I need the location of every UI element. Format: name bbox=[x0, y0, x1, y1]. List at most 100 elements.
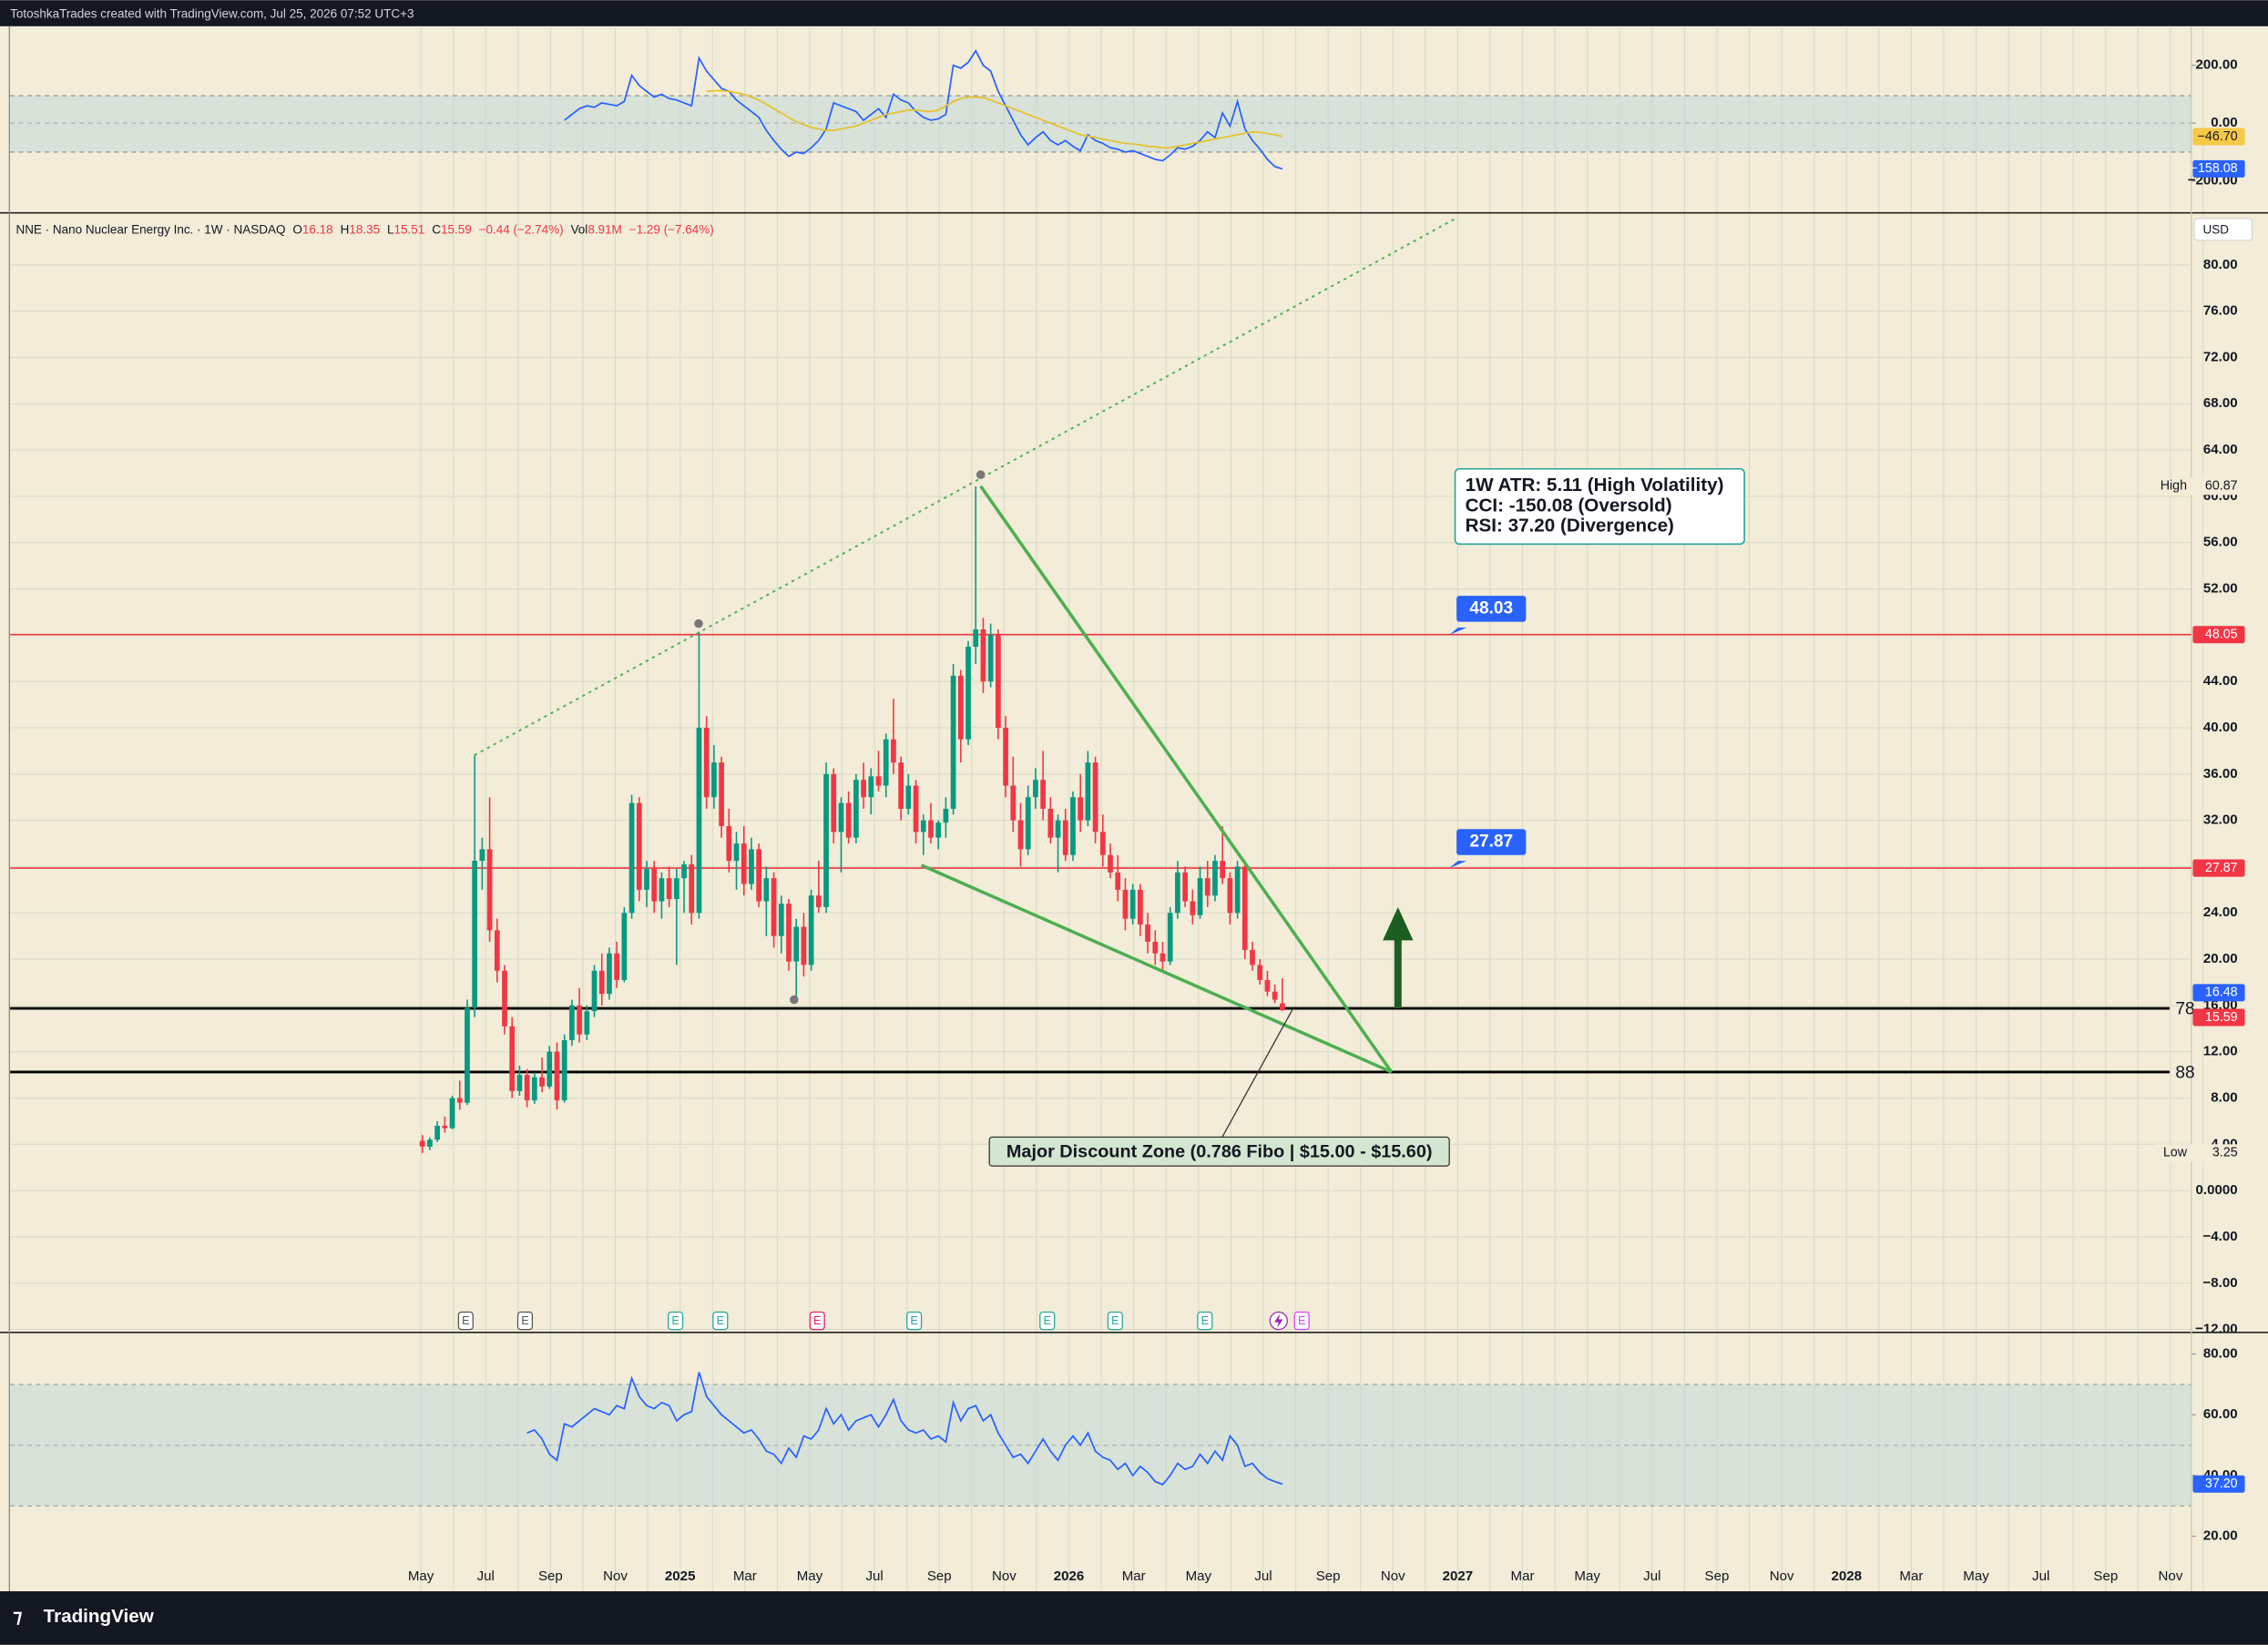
candle-body bbox=[719, 762, 724, 826]
candle-body bbox=[808, 895, 814, 966]
candle-body bbox=[1138, 889, 1143, 925]
y-tick-label: 44.00 bbox=[2203, 673, 2238, 689]
candle-body bbox=[584, 1011, 590, 1035]
callout-box bbox=[1456, 829, 1527, 855]
y-tick-label: 32.00 bbox=[2203, 812, 2238, 828]
candle-body bbox=[703, 727, 710, 798]
candle-body bbox=[1003, 727, 1008, 786]
candle-body bbox=[1047, 808, 1054, 838]
candle-body bbox=[1257, 965, 1263, 980]
candle-body bbox=[913, 785, 919, 833]
candle-body bbox=[891, 739, 896, 763]
candle-body bbox=[509, 1026, 516, 1091]
candle-body bbox=[1070, 797, 1076, 855]
y-tick-label: 12.00 bbox=[2203, 1044, 2238, 1059]
candle-body bbox=[516, 1075, 523, 1091]
x-tick-label: 2027 bbox=[1443, 1568, 1474, 1584]
candle-body bbox=[1279, 1003, 1285, 1011]
x-tick-label: 2028 bbox=[1831, 1568, 1862, 1584]
change-value: −0.44 (−2.74%) bbox=[479, 222, 564, 236]
event-label: E bbox=[1298, 1314, 1305, 1327]
candle-body bbox=[853, 780, 859, 838]
legend-readout: NNE · Nano Nuclear Energy Inc. · 1W · NA… bbox=[15, 222, 713, 236]
candle-body bbox=[733, 843, 740, 862]
price-axis-box bbox=[2192, 1008, 2245, 1027]
ohlc-label: C bbox=[432, 222, 441, 236]
indicator-line bbox=[706, 89, 1283, 149]
x-tick-label: Sep bbox=[927, 1568, 952, 1584]
footer-logo: TradingView bbox=[44, 1606, 155, 1627]
candle-body bbox=[996, 635, 1001, 728]
last-value-box bbox=[2192, 128, 2245, 146]
candle-body bbox=[502, 970, 507, 1027]
wedge-lower bbox=[920, 863, 1393, 1074]
candle-body bbox=[771, 878, 777, 936]
event-marker bbox=[668, 1311, 684, 1331]
candle-body bbox=[801, 926, 807, 966]
candle-body bbox=[628, 802, 635, 914]
candle-body bbox=[621, 913, 628, 980]
candle-body bbox=[1055, 820, 1061, 838]
candle-body bbox=[1250, 949, 1255, 966]
level-axis-box bbox=[2192, 626, 2245, 644]
extreme-value: 3.25 bbox=[2212, 1146, 2238, 1160]
y-tick-label: 24.00 bbox=[2203, 904, 2238, 920]
y-tick-label: 56.00 bbox=[2203, 535, 2238, 550]
x-tick-label: Sep bbox=[538, 1568, 563, 1584]
indicator-line bbox=[564, 49, 1283, 170]
price-axis-label: 16.48 bbox=[2205, 986, 2238, 1000]
event-label: E bbox=[1111, 1314, 1119, 1327]
candle-body bbox=[749, 849, 754, 884]
anchor-dot bbox=[694, 618, 703, 628]
candle-body bbox=[786, 904, 792, 962]
level-axis-label: 27.87 bbox=[2205, 861, 2238, 875]
candle-body bbox=[449, 1098, 455, 1129]
candle-body bbox=[898, 762, 904, 809]
candle-body bbox=[1062, 820, 1068, 855]
event-marker bbox=[1293, 1311, 1310, 1331]
y-tick-label: 0.0000 bbox=[2196, 1182, 2238, 1198]
candle-body bbox=[763, 878, 770, 902]
candle-body bbox=[883, 739, 889, 786]
x-tick-label: May bbox=[408, 1568, 434, 1584]
x-tick-label: 2025 bbox=[665, 1568, 696, 1584]
x-tick-label: Mar bbox=[1511, 1568, 1535, 1584]
event-marker bbox=[1197, 1311, 1213, 1331]
candle-body bbox=[539, 1077, 545, 1087]
info-line: RSI: 37.20 (Divergence) bbox=[1466, 516, 1674, 536]
ohlc-value: 18.35 bbox=[349, 222, 380, 236]
candle-body bbox=[1033, 780, 1038, 798]
candle-body bbox=[1220, 861, 1226, 879]
candle-body bbox=[427, 1139, 433, 1147]
candle-body bbox=[673, 878, 679, 900]
candle-body bbox=[607, 953, 612, 995]
y-tick-label: 68.00 bbox=[2203, 395, 2238, 411]
x-tick-label: Jul bbox=[1643, 1568, 1660, 1584]
event-marker bbox=[906, 1311, 923, 1331]
y-tick-label: 64.00 bbox=[2203, 442, 2238, 457]
x-tick-label: 2026 bbox=[1054, 1568, 1085, 1584]
extreme-box bbox=[2155, 477, 2240, 496]
candle-body bbox=[434, 1126, 440, 1140]
fib-label: 78 bbox=[2175, 1000, 2194, 1019]
candle-body bbox=[875, 776, 882, 786]
candle-body bbox=[823, 773, 829, 907]
last-value-label: −46.70 bbox=[2198, 129, 2238, 144]
candle-body bbox=[711, 762, 717, 798]
trend-line-dotted bbox=[474, 216, 1459, 756]
candle-body bbox=[950, 675, 956, 809]
top-bar bbox=[0, 0, 2268, 26]
callout-label: 27.87 bbox=[1469, 833, 1513, 852]
footer-logo-mark: ⁊ bbox=[13, 1606, 22, 1627]
candle-body bbox=[965, 647, 971, 740]
extreme-label: High bbox=[2161, 479, 2187, 494]
candle-body bbox=[756, 849, 762, 902]
candle-body bbox=[1234, 866, 1241, 914]
event-marker bbox=[457, 1311, 474, 1331]
candle-body bbox=[815, 895, 822, 907]
candle-body bbox=[644, 868, 649, 890]
y-tick-label: 200.00 bbox=[2196, 57, 2238, 73]
x-tick-label: Jul bbox=[477, 1568, 495, 1584]
